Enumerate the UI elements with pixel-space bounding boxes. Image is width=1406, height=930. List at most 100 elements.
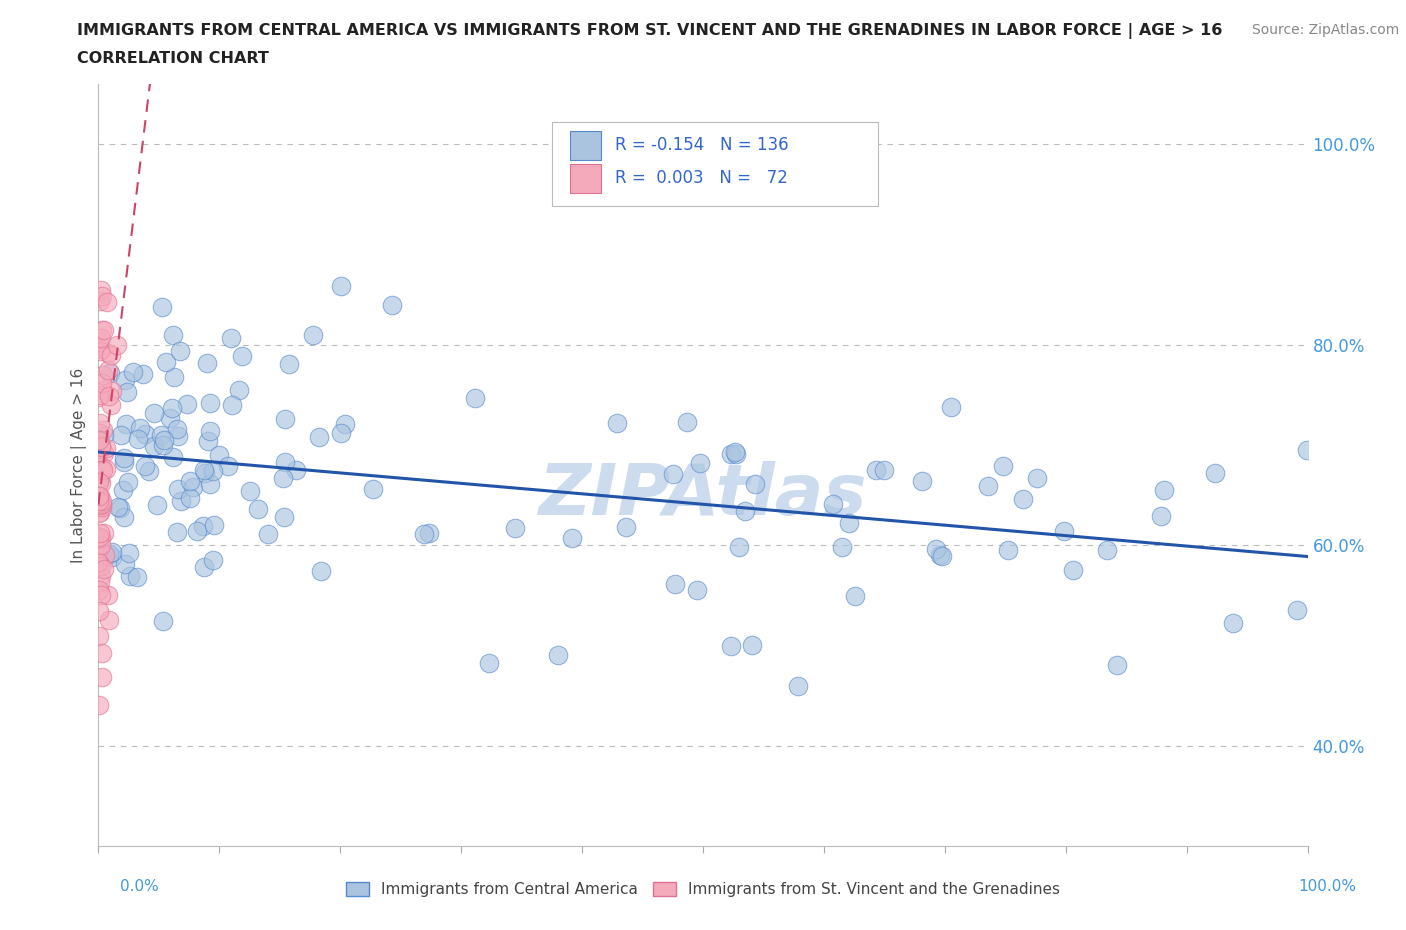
Text: 100.0%: 100.0% [1299, 879, 1357, 894]
Text: ZIPAtlas: ZIPAtlas [538, 461, 868, 530]
Point [166, 421, 188, 436]
Point [689, 456, 711, 471]
Point [89, 426, 111, 441]
Legend: Immigrants from Central America, Immigrants from St. Vincent and the Grenadines: Immigrants from Central America, Immigra… [340, 876, 1066, 903]
FancyBboxPatch shape [551, 122, 879, 206]
Point [91, 462, 114, 477]
Point [606, 416, 628, 431]
Point [91, 497, 114, 512]
Point [155, 354, 177, 369]
Point [181, 480, 204, 495]
Point [93, 322, 115, 337]
Point [200, 396, 222, 411]
Text: IMMIGRANTS FROM CENTRAL AMERICA VS IMMIGRANTS FROM ST. VINCENT AND THE GRENADINE: IMMIGRANTS FROM CENTRAL AMERICA VS IMMIG… [77, 23, 1223, 39]
Point [91, 670, 114, 684]
Point [274, 412, 297, 427]
Point [122, 365, 145, 379]
Point [152, 614, 174, 629]
Point [125, 569, 148, 584]
Point [90, 495, 112, 510]
Point [724, 445, 747, 459]
Point [112, 450, 135, 465]
Point [734, 504, 756, 519]
Point [90, 645, 112, 660]
Point [118, 546, 141, 561]
Point [89, 489, 111, 504]
Point [170, 494, 193, 509]
Point [89, 387, 111, 402]
Text: 0.0%: 0.0% [120, 879, 159, 894]
Point [94, 441, 117, 456]
Point [1153, 483, 1175, 498]
Point [90, 499, 112, 514]
Point [107, 499, 129, 514]
Point [89, 471, 111, 485]
Point [91, 367, 114, 382]
Point [744, 477, 766, 492]
Text: Source: ZipAtlas.com: Source: ZipAtlas.com [1251, 23, 1399, 37]
Point [134, 458, 156, 473]
Point [91, 376, 114, 391]
Point [114, 556, 136, 571]
Point [142, 438, 165, 453]
Point [97, 362, 120, 378]
Point [169, 344, 191, 359]
Point [176, 397, 198, 412]
Point [207, 447, 229, 462]
Point [167, 482, 190, 497]
Point [1204, 465, 1226, 480]
Point [100, 383, 122, 398]
Point [1062, 563, 1084, 578]
Point [87, 505, 110, 520]
Point [93, 548, 115, 563]
Point [87, 604, 110, 618]
Point [186, 524, 208, 538]
Point [120, 569, 142, 584]
Point [167, 428, 190, 443]
Point [89, 525, 111, 540]
Point [112, 510, 135, 525]
Point [418, 525, 440, 540]
Point [335, 417, 357, 432]
Point [160, 400, 183, 415]
Point [381, 298, 404, 312]
Point [228, 383, 250, 398]
Point [90, 439, 112, 454]
Point [110, 500, 132, 515]
Point [93, 445, 115, 460]
Point [1012, 491, 1035, 506]
Point [87, 432, 110, 447]
Point [195, 355, 218, 370]
Text: CORRELATION CHART: CORRELATION CHART [77, 51, 269, 66]
Point [676, 415, 699, 430]
Point [997, 542, 1019, 557]
Point [309, 564, 332, 578]
Point [127, 432, 149, 446]
Point [271, 470, 294, 485]
Point [97, 389, 120, 404]
Point [90, 331, 112, 346]
Point [162, 328, 184, 343]
Point [561, 531, 583, 546]
Point [193, 462, 215, 477]
Point [931, 549, 953, 564]
Point [720, 446, 742, 461]
Point [1150, 509, 1173, 524]
Point [145, 498, 167, 512]
Point [87, 335, 110, 350]
Point [90, 538, 112, 552]
Point [217, 458, 239, 473]
Point [202, 552, 225, 567]
Point [925, 542, 948, 557]
Point [89, 574, 111, 589]
Text: R = -0.154   N = 136: R = -0.154 N = 136 [614, 137, 789, 154]
Point [114, 417, 136, 432]
Point [1286, 602, 1309, 617]
Point [662, 467, 685, 482]
Point [87, 554, 110, 569]
Point [159, 410, 181, 425]
Point [97, 588, 120, 603]
Point [285, 463, 308, 478]
Point [1025, 471, 1047, 485]
Point [911, 473, 934, 488]
